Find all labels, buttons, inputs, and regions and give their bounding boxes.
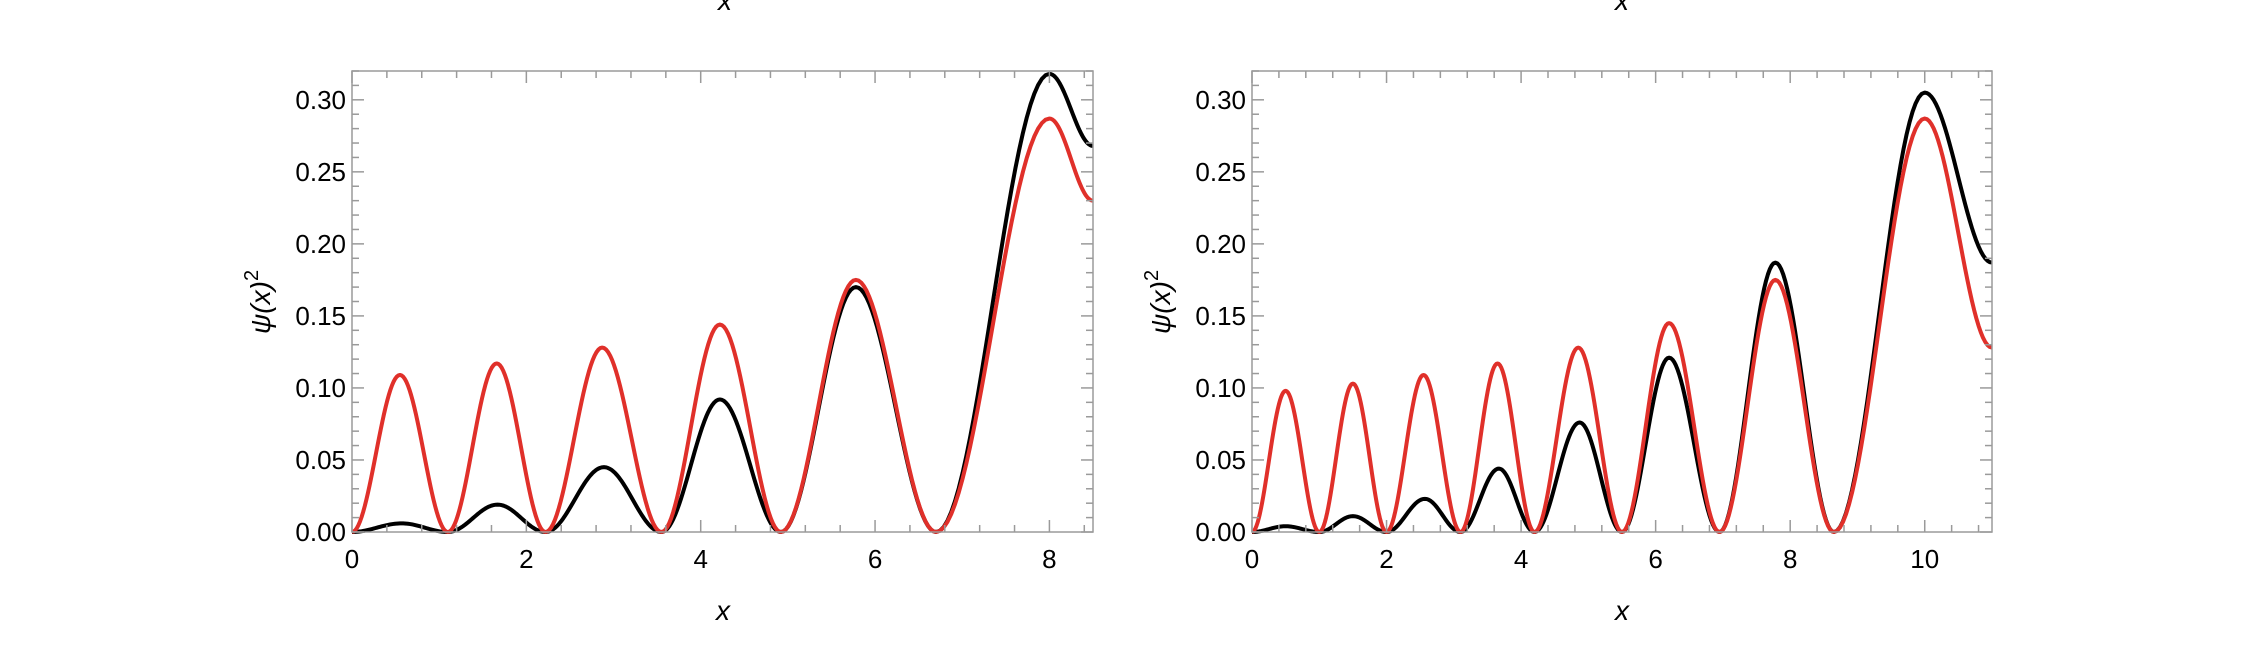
left-plot-series-0-line bbox=[351, 71, 1094, 534]
left-plot-y-tick-label: 0.25 bbox=[295, 157, 346, 187]
left-plot-frame bbox=[351, 70, 1094, 533]
left-plot-x-tick-label: 6 bbox=[868, 544, 882, 574]
right-plot-y-tick-label: 0.30 bbox=[1195, 85, 1246, 115]
right-plot-y-tick-label: 0.20 bbox=[1195, 229, 1246, 259]
right-plot: x 0 2 4 6 8 10 0.00 0.05 0.10 0.15 0.20 0.25 0.30 x… bbox=[1141, 0, 1993, 626]
right-plot-y-tick-label: 0.05 bbox=[1195, 445, 1246, 475]
left-plot-x-tick-label: 4 bbox=[693, 544, 707, 574]
left-plot-series-1-line bbox=[351, 116, 1094, 534]
left-plot-x-axis-label: x bbox=[714, 595, 731, 626]
right-plot-y-tick-label: 0.10 bbox=[1195, 373, 1246, 403]
left-plot-y-axis-label-superscript: 2 bbox=[241, 270, 263, 281]
right-plot-y-ticks: 0.00 0.05 0.10 0.15 0.20 0.25 0.30 bbox=[1195, 70, 1992, 547]
left-plot-x-ticks: 0 2 4 6 8 bbox=[345, 71, 1086, 574]
right-plot-y-tick-label: 0.00 bbox=[1195, 517, 1246, 547]
right-plot-x-tick-label: 0 bbox=[1245, 544, 1259, 574]
right-plot-x-tick-label: 10 bbox=[1910, 544, 1939, 574]
left-plot-y-tick-label: 0.20 bbox=[295, 229, 346, 259]
left-plot-y-axis-label-main: ψ(x) bbox=[245, 281, 276, 334]
left-plot-y-tick-label: 0.30 bbox=[295, 85, 346, 115]
left-plot-x-tick-label: 8 bbox=[1042, 544, 1056, 574]
left-plot-series bbox=[351, 71, 1094, 534]
right-plot-x-tick-label: 6 bbox=[1648, 544, 1662, 574]
left-plot-y-tick-label: 0.10 bbox=[295, 373, 346, 403]
left-plot-y-axis-label: ψ(x)2 bbox=[241, 270, 276, 334]
left-plot-top-label: x bbox=[716, 0, 733, 16]
right-plot-y-tick-label: 0.25 bbox=[1195, 157, 1246, 187]
right-plot-x-tick-label: 2 bbox=[1379, 544, 1393, 574]
right-plot-series-1-line bbox=[1251, 116, 1993, 534]
left-plot-x-tick-label: 2 bbox=[519, 544, 533, 574]
right-plot-y-axis-label-superscript: 2 bbox=[1141, 270, 1163, 281]
right-plot-y-axis-label-main: ψ(x) bbox=[1145, 281, 1176, 334]
right-plot-x-axis-label: x bbox=[1613, 595, 1630, 626]
left-plot: x 0 2 4 6 8 0.00 0.05 0.10 0.15 0.20 0.25 0.30 x ψ… bbox=[241, 0, 1094, 626]
right-plot-series bbox=[1251, 90, 1993, 534]
left-plot-x-tick-label: 0 bbox=[345, 544, 359, 574]
right-plot-x-tick-label: 4 bbox=[1514, 544, 1528, 574]
left-plot-y-tick-label: 0.00 bbox=[295, 517, 346, 547]
right-plot-top-label: x bbox=[1613, 0, 1630, 16]
left-plot-y-tick-label: 0.15 bbox=[295, 301, 346, 331]
right-plot-y-tick-label: 0.15 bbox=[1195, 301, 1246, 331]
left-plot-y-tick-label: 0.05 bbox=[295, 445, 346, 475]
right-plot-y-axis-label: ψ(x)2 bbox=[1141, 270, 1176, 334]
left-plot-y-ticks: 0.00 0.05 0.10 0.15 0.20 0.25 0.30 bbox=[295, 70, 1093, 547]
right-plot-x-ticks: 0 2 4 6 8 10 bbox=[1245, 71, 1980, 574]
right-plot-x-tick-label: 8 bbox=[1783, 544, 1797, 574]
